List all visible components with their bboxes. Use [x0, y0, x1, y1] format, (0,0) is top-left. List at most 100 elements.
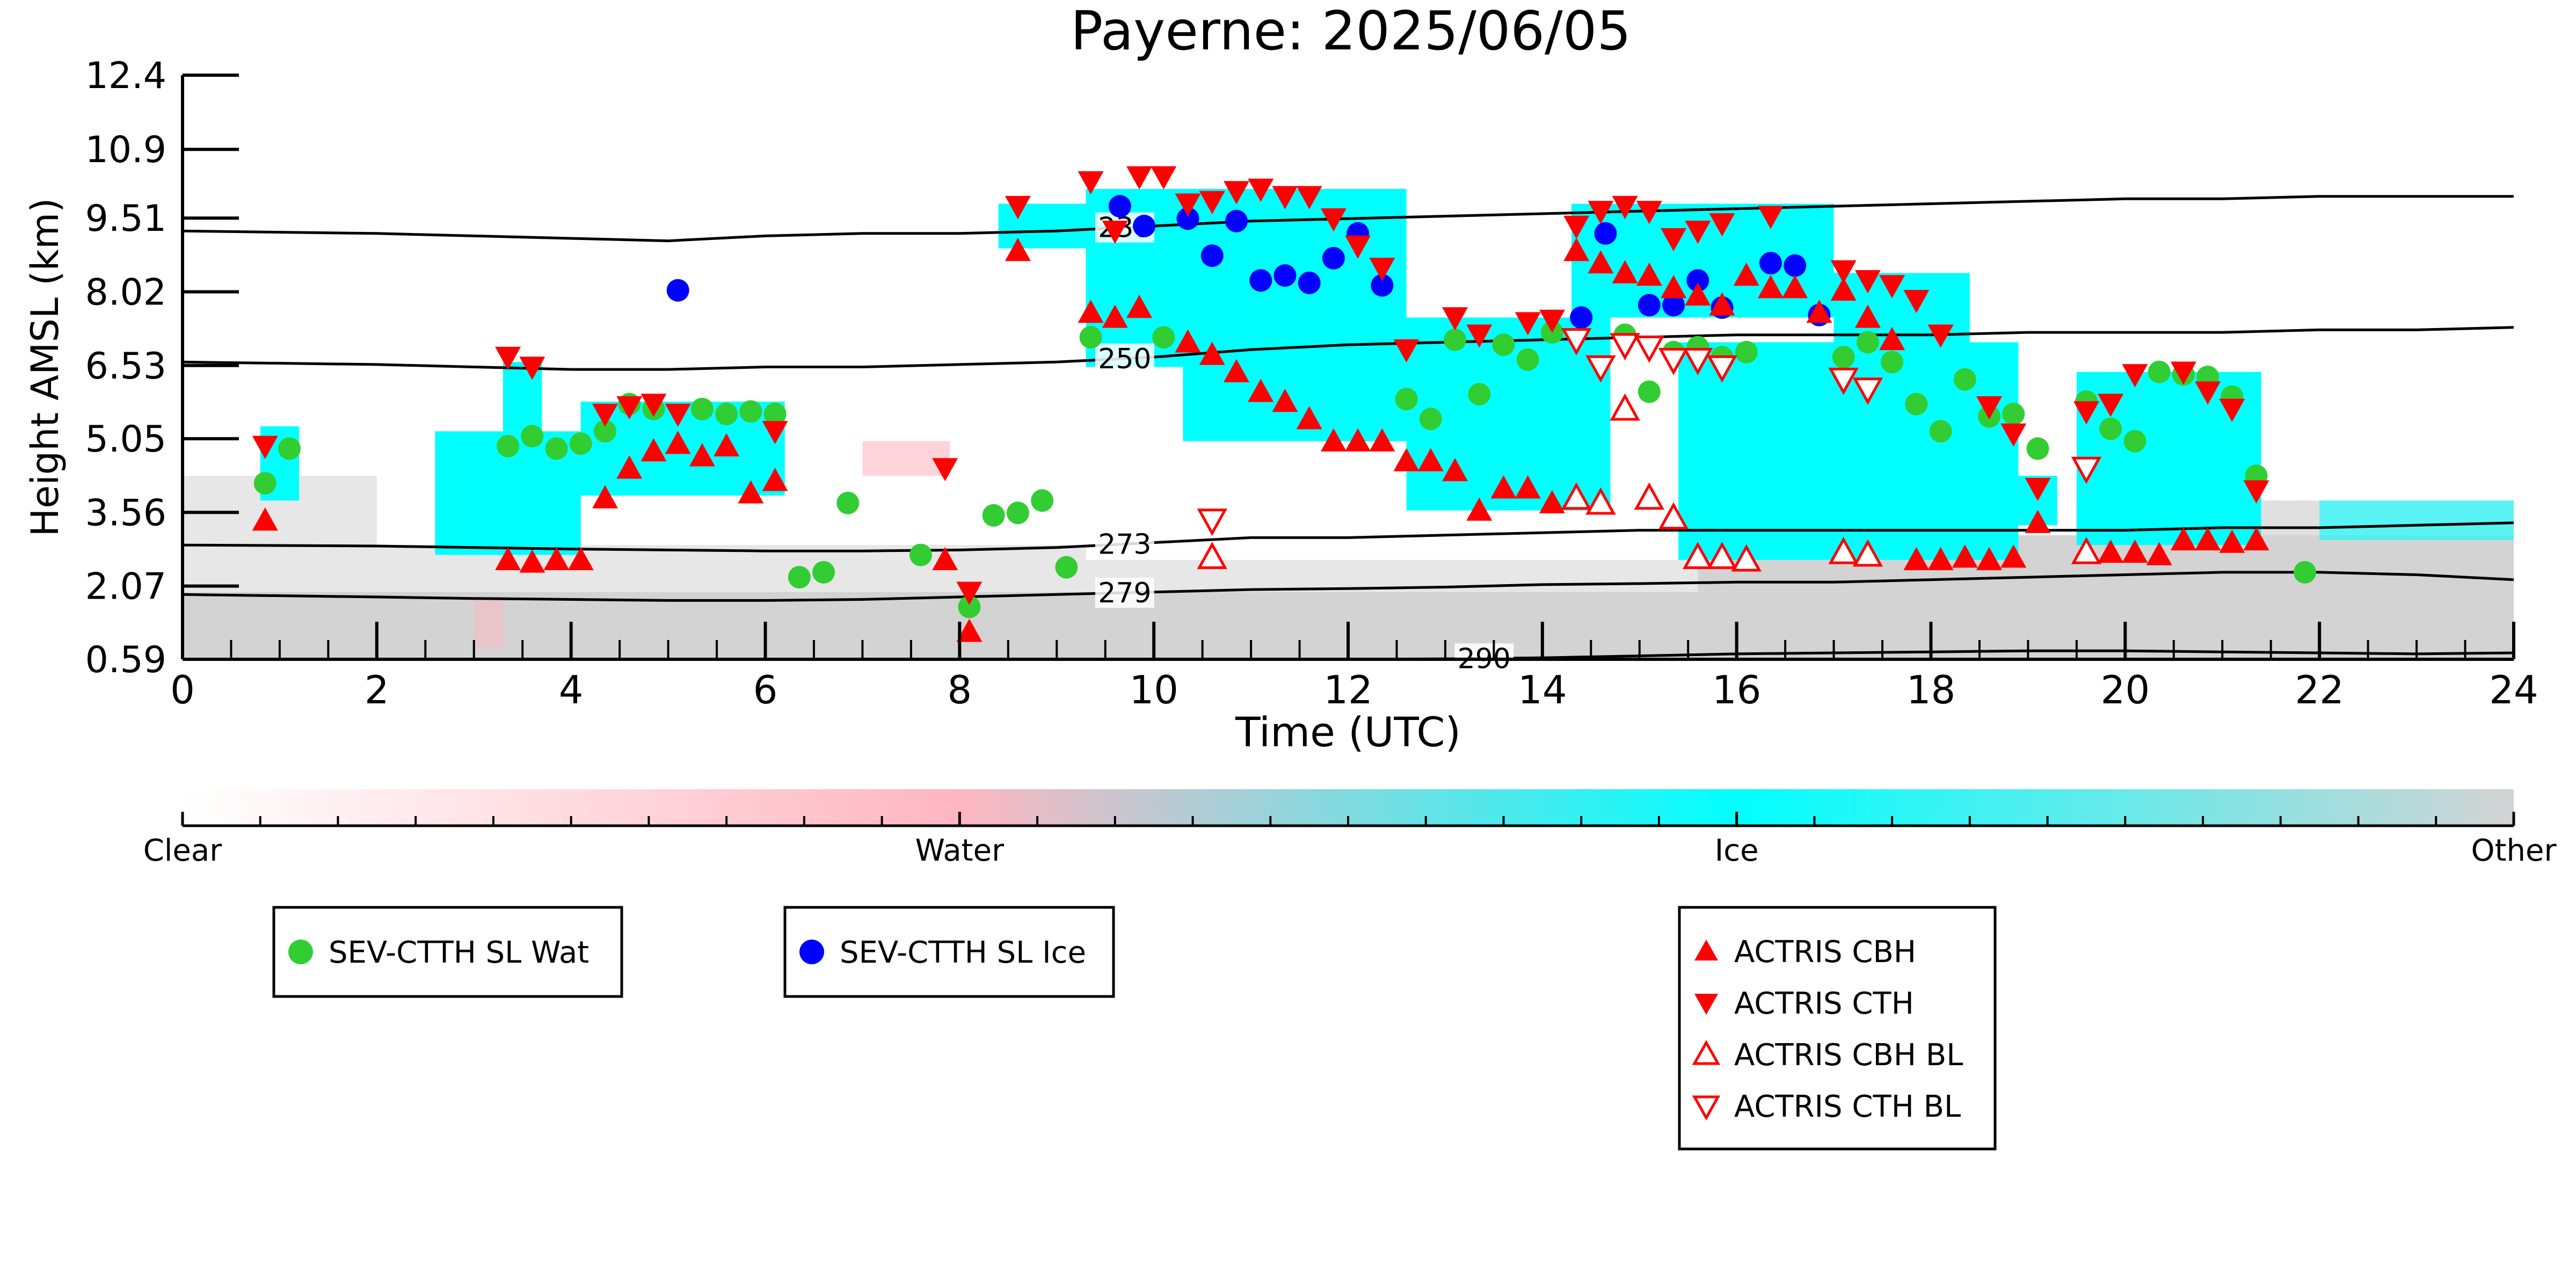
actris-cbh-point	[689, 443, 715, 467]
actris-cbh-bl-point	[1852, 539, 1883, 567]
sev-ctth-sl-wat-point	[812, 561, 835, 584]
sev-ctth-sl-ice-point	[1686, 269, 1709, 292]
legend-label-sev-ctth-sl-wat: SEV-CTTH SL Wat	[329, 935, 589, 970]
actris-cbh-bl-point	[1658, 502, 1689, 530]
actris-cbh-point	[762, 468, 788, 491]
isotherm-label-279: 279	[1098, 577, 1151, 609]
x-tick-label: 20	[2101, 667, 2150, 712]
x-tick-label: 10	[1129, 667, 1178, 712]
sev-ctth-sl-ice-point	[1249, 269, 1272, 292]
actris-cbh-point	[1175, 329, 1201, 353]
actris-cth-point	[2219, 398, 2245, 422]
actris-cbh-bl-point	[2071, 536, 2102, 564]
sev-ctth-sl-wat-point	[2099, 417, 2122, 440]
sev-ctth-sl-wat-point	[1031, 489, 1054, 512]
isotherm-label-273: 273	[1098, 528, 1151, 561]
x-tick-label: 4	[559, 667, 584, 712]
sev-ctth-sl-wat-point	[1881, 351, 1904, 374]
sev-ctth-sl-wat-point	[1444, 328, 1467, 351]
sev-ctth-sl-ice-point	[1594, 222, 1617, 245]
actris-cbh-point	[1563, 238, 1590, 261]
colorbar-label-ice: Ice	[1715, 833, 1759, 868]
isotherm-230	[182, 195, 2514, 243]
legend-box	[783, 906, 1115, 998]
actris-cth-point	[1175, 193, 1201, 217]
actris-cbh-point	[2243, 527, 2269, 551]
actris-cth-point	[1636, 201, 1662, 224]
actris-cth-point	[1515, 312, 1541, 336]
sev-ctth-sl-ice-point	[1225, 209, 1248, 232]
actris-cth-point	[2170, 361, 2196, 385]
actris-cbh-point	[1345, 428, 1371, 452]
sev-ctth-sl-wat-point	[958, 595, 981, 618]
actris-cth-bl-point	[1585, 355, 1616, 383]
actris-cth-point	[932, 458, 958, 482]
isotherm-label-bg-279	[1095, 578, 1154, 608]
colorbar-ticks: Clear Water Ice Other	[143, 812, 2557, 868]
actris-cth-point	[1223, 181, 1249, 205]
actris-cbh-point	[1442, 458, 1468, 482]
actris-cbh-point	[1636, 263, 1662, 286]
actris-cbh-point	[1296, 406, 1322, 430]
actris-cth-point	[1272, 186, 1298, 209]
sev-ctth-sl-wat-point	[1055, 556, 1078, 579]
sev-ctth-sl-wat-point	[1419, 407, 1442, 431]
isotherm-label-bg-273	[1095, 529, 1154, 559]
actris-cbh-point	[2098, 540, 2124, 563]
sev-ctth-sl-wat-point	[497, 434, 520, 457]
actris-cth-point	[2025, 478, 2051, 501]
actris-cth-point	[616, 396, 643, 420]
actris-cth-point	[1539, 309, 1565, 333]
y-tick-label: 9.51	[85, 198, 166, 240]
actris-cbh-point	[2219, 529, 2245, 553]
actris-cbh-point	[1806, 300, 1832, 323]
sev-ctth-sl-ice-point	[1662, 294, 1685, 317]
actris-cth-point	[1903, 289, 1930, 314]
actris-cbh-point	[665, 431, 691, 454]
legend-box	[272, 906, 623, 998]
actris-cbh-point	[1417, 448, 1444, 471]
actris-cbh-point	[1782, 275, 1808, 299]
actris-cth-point	[1102, 220, 1128, 244]
actris-cbh-point	[1126, 294, 1153, 318]
colorbar-label-clear: Clear	[143, 833, 222, 868]
actris-cth-bl-point	[1828, 367, 1859, 395]
actris-cbh-bl-point	[1634, 482, 1665, 510]
actris-cth-point	[2195, 381, 2221, 405]
sev-ctth-sl-wat-point	[1735, 340, 1758, 363]
x-tick-label: 2	[365, 667, 389, 712]
x-tick-label: 8	[947, 667, 972, 712]
actris-cbh-point	[1539, 490, 1565, 514]
legend-label-actris-cbh: ACTRIS CBH	[1734, 935, 1916, 970]
sev-ctth-sl-wat-point	[788, 566, 811, 589]
actris-cth-bl-point	[2071, 456, 2102, 484]
y-tick-label: 5.05	[85, 418, 166, 461]
actris-cbh-point	[1102, 304, 1128, 328]
actris-cbh-bl-point	[1610, 393, 1640, 421]
legend-marker-actris-cth	[1694, 994, 1718, 1015]
actris-cbh-point	[1757, 275, 1784, 299]
actris-cbh-point	[1320, 428, 1347, 452]
actris-cbh-point	[1661, 275, 1687, 299]
actris-cbh-point	[495, 547, 521, 571]
sev-ctth-sl-wat-point	[1953, 368, 1976, 391]
sev-ctth-sl-wat-point	[2294, 561, 2317, 584]
actris-cth-point	[2098, 394, 2124, 417]
actris-cbh-point	[2025, 510, 2051, 533]
actris-cth-point	[1612, 195, 1638, 220]
curtain-ice-5	[998, 203, 1086, 249]
legend-label-actris-cth-bl: ACTRIS CTH BL	[1734, 1089, 1961, 1124]
actris-cth-bl-point	[1683, 348, 1713, 375]
data-markers	[252, 166, 2317, 642]
actris-cbh-bl-point	[1828, 536, 1859, 564]
actris-cth-point	[1199, 191, 1225, 214]
y-tick-label: 8.02	[85, 272, 166, 314]
sev-ctth-sl-ice-point	[1371, 274, 1394, 297]
sev-ctth-sl-wat-point	[2026, 437, 2049, 460]
actris-cbh-point	[592, 485, 618, 508]
actris-cbh-point	[1854, 304, 1881, 328]
sev-ctth-sl-ice-point	[1176, 207, 1199, 230]
x-tick-label: 14	[1518, 667, 1567, 712]
actris-cbh-point	[1272, 389, 1298, 412]
actris-cbh-point	[1830, 277, 1857, 301]
